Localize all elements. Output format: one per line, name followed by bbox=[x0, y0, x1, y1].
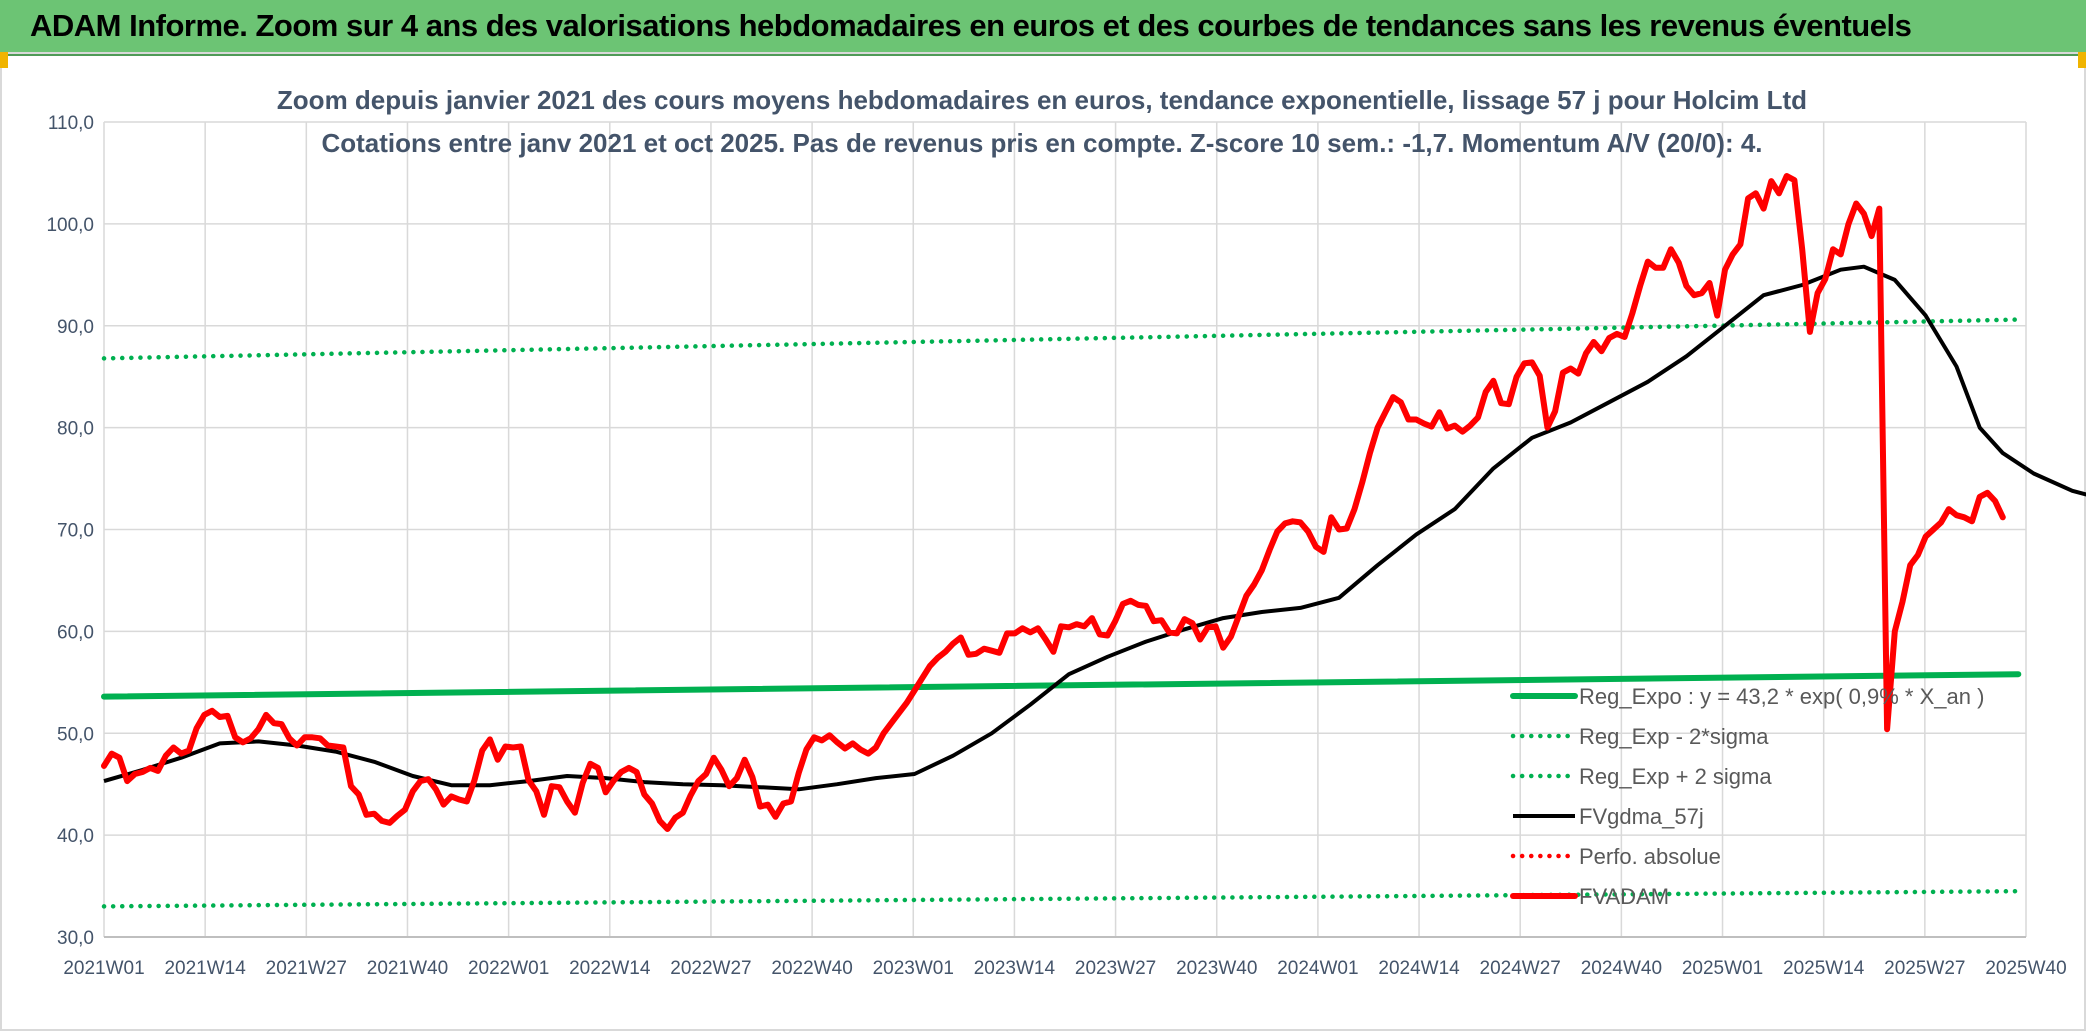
x-tick-label: 2022W14 bbox=[569, 958, 651, 979]
legend: Reg_Expo : y = 43,2 * exp( 0,9% * X_an )… bbox=[1510, 684, 1984, 909]
x-tick-label: 2022W40 bbox=[771, 958, 852, 979]
series-line-2 bbox=[101, 317, 2021, 361]
y-tick-label: 90,0 bbox=[57, 317, 94, 338]
y-tick-label: 50,0 bbox=[57, 724, 94, 745]
x-tick-label: 2024W14 bbox=[1378, 958, 1460, 979]
page-title: ADAM Informe. Zoom sur 4 ans des valoris… bbox=[30, 8, 1912, 43]
x-tick-label: 2024W01 bbox=[1277, 958, 1358, 979]
y-tick-label: 100,0 bbox=[46, 215, 94, 236]
y-tick-label: 80,0 bbox=[57, 419, 94, 440]
header-banner: ADAM Informe. Zoom sur 4 ans des valoris… bbox=[0, 0, 2086, 56]
axes: 30,0 40,0 50,0 60,0 70,0 80,0 90,0 100,0 110,0 20… bbox=[46, 113, 2066, 979]
y-tick-label: 110,0 bbox=[48, 113, 94, 134]
legend-label-1: Reg_Exp - 2*sigma bbox=[1579, 724, 1769, 749]
legend-label-2: Reg_Exp + 2 sigma bbox=[1579, 764, 1772, 789]
x-tick-label: 2023W27 bbox=[1075, 958, 1156, 979]
x-tick-label: 2022W27 bbox=[670, 958, 751, 979]
x-tick-label: 2021W27 bbox=[266, 958, 347, 979]
x-tick-label: 2021W40 bbox=[367, 958, 448, 979]
x-tick-label: 2025W01 bbox=[1682, 958, 1763, 979]
legend-label-5: FVADAM bbox=[1579, 884, 1669, 909]
x-tick-label: 2025W27 bbox=[1884, 958, 1965, 979]
series-line-0 bbox=[101, 671, 2022, 700]
x-tick-label: 2023W40 bbox=[1176, 958, 1257, 979]
x-tick-label: 2021W14 bbox=[164, 958, 246, 979]
legend-label-4: Perfo. absolue bbox=[1579, 844, 1721, 869]
x-tick-label: 2025W40 bbox=[1985, 958, 2066, 979]
chart-subtitle: Cotations entre janv 2021 et oct 2025. P… bbox=[321, 128, 1762, 158]
y-tick-label: 60,0 bbox=[57, 622, 94, 643]
x-tick-label: 2022W01 bbox=[468, 958, 549, 979]
chart-title: Zoom depuis janvier 2021 des cours moyen… bbox=[277, 85, 1807, 115]
y-tick-label: 70,0 bbox=[57, 521, 94, 542]
frame-corner-right bbox=[2078, 52, 2086, 68]
x-tick-label: 2024W27 bbox=[1480, 958, 1561, 979]
y-tick-label: 40,0 bbox=[57, 826, 94, 847]
series-line-1 bbox=[101, 888, 2021, 909]
series-lines bbox=[101, 173, 2086, 909]
series-line-5 bbox=[101, 173, 2006, 832]
x-tick-label: 2021W01 bbox=[63, 958, 144, 979]
frame-corner-left bbox=[0, 52, 8, 68]
x-tick-label: 2025W14 bbox=[1783, 958, 1865, 979]
y-tick-label: 30,0 bbox=[57, 928, 94, 949]
legend-label-3: FVgdma_57j bbox=[1579, 804, 1704, 829]
x-tick-label: 2024W40 bbox=[1581, 958, 1662, 979]
x-tick-label: 2023W01 bbox=[873, 958, 954, 979]
gridlines bbox=[103, 121, 2027, 938]
legend-label-0: Reg_Expo : y = 43,2 * exp( 0,9% * X_an ) bbox=[1579, 684, 1984, 709]
series-line-3 bbox=[103, 264, 2086, 792]
chart-frame bbox=[0, 52, 2086, 1031]
x-tick-label: 2023W14 bbox=[974, 958, 1056, 979]
